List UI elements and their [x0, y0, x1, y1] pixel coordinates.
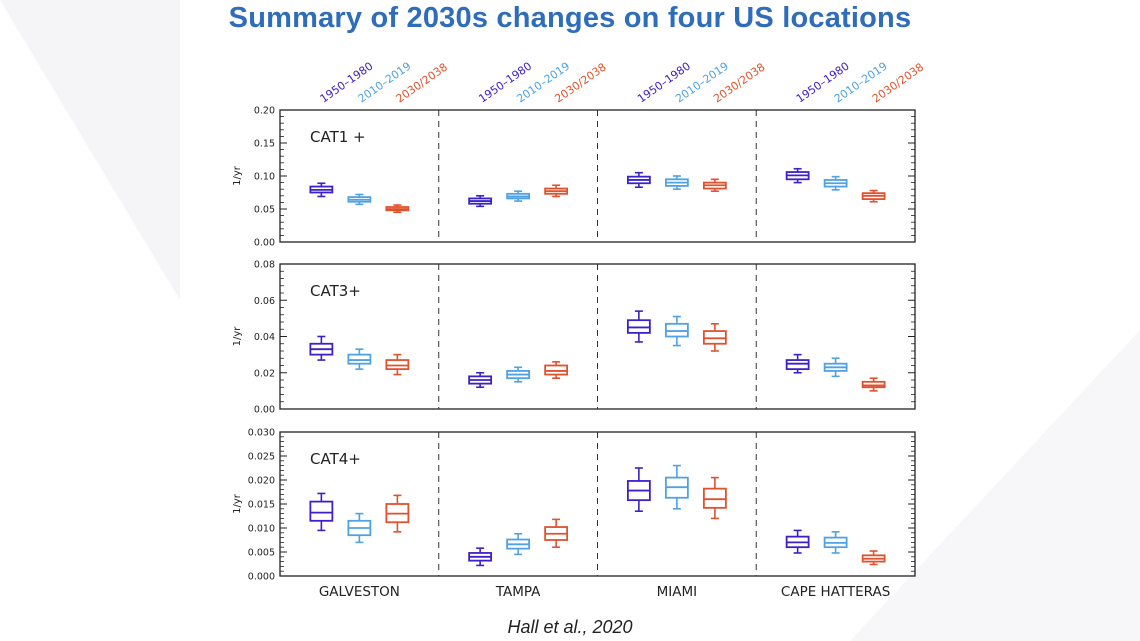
- y-tick-label: 0.025: [248, 452, 275, 463]
- y-tick-label: 0.20: [254, 106, 275, 117]
- y-tick-label: 0.08: [254, 260, 275, 271]
- y-tick-label: 0.06: [254, 296, 275, 307]
- y-tick-label: 0.000: [248, 572, 275, 583]
- y-tick-label: 0.04: [254, 332, 275, 343]
- y-tick-label: 0.020: [248, 476, 275, 487]
- y-axis-label: 1/yr: [232, 165, 243, 186]
- y-tick-label: 0.015: [248, 500, 275, 511]
- y-tick-label: 0.005: [248, 548, 275, 559]
- y-tick-label: 0.030: [248, 428, 275, 439]
- slide-title: Summary of 2030s changes on four US loca…: [228, 2, 912, 34]
- box-iqr: [385, 359, 410, 371]
- panel-label: CAT1 +: [310, 128, 366, 146]
- box-iqr: [544, 364, 569, 376]
- y-tick-label: 0.02: [254, 368, 275, 379]
- y-axis-label: 1/yr: [232, 493, 243, 514]
- box-iqr: [702, 487, 727, 509]
- location-label: MIAMI: [657, 584, 698, 600]
- box-iqr: [626, 319, 651, 334]
- box-iqr: [785, 359, 810, 371]
- panel-label: CAT4+: [310, 450, 361, 468]
- box-iqr: [347, 353, 372, 365]
- box-iqr: [309, 500, 334, 522]
- box-iqr: [861, 380, 886, 389]
- y-axis-label: 1/yr: [232, 326, 243, 347]
- y-tick-label: 0.15: [254, 139, 275, 150]
- y-tick-label: 0.00: [254, 405, 275, 416]
- citation: Hall et al., 2020: [507, 617, 633, 637]
- y-tick-label: 0.05: [254, 205, 275, 216]
- y-tick-label: 0.10: [254, 172, 275, 183]
- panel-label: CAT3+: [310, 282, 361, 300]
- location-label: CAPE HATTERAS: [781, 584, 890, 600]
- box-iqr: [702, 330, 727, 345]
- y-tick-label: 0.00: [254, 238, 275, 249]
- location-label: TAMPA: [495, 584, 541, 600]
- location-label: GALVESTON: [319, 584, 400, 600]
- box-iqr: [664, 322, 689, 338]
- y-tick-label: 0.010: [248, 524, 275, 535]
